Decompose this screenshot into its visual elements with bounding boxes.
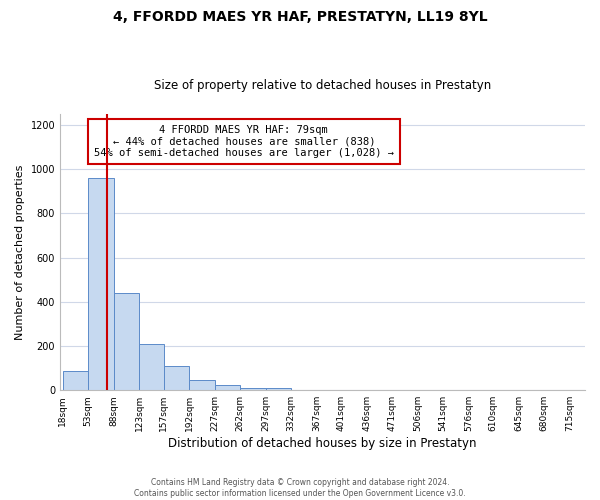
Bar	[113, 293, 139, 390]
Text: 4, FFORDD MAES YR HAF, PRESTATYN, LL19 8YL: 4, FFORDD MAES YR HAF, PRESTATYN, LL19 8…	[113, 10, 487, 24]
X-axis label: Distribution of detached houses by size in Prestatyn: Distribution of detached houses by size …	[168, 437, 477, 450]
Bar	[164, 366, 189, 390]
Bar	[189, 380, 215, 390]
Bar	[266, 388, 291, 390]
Bar	[215, 386, 240, 390]
Bar	[139, 344, 164, 390]
Title: Size of property relative to detached houses in Prestatyn: Size of property relative to detached ho…	[154, 79, 491, 92]
Text: 4 FFORDD MAES YR HAF: 79sqm
← 44% of detached houses are smaller (838)
54% of se: 4 FFORDD MAES YR HAF: 79sqm ← 44% of det…	[94, 125, 394, 158]
Y-axis label: Number of detached properties: Number of detached properties	[15, 164, 25, 340]
Bar	[62, 372, 88, 390]
Bar	[240, 388, 266, 390]
Text: Contains HM Land Registry data © Crown copyright and database right 2024.
Contai: Contains HM Land Registry data © Crown c…	[134, 478, 466, 498]
Bar	[88, 178, 113, 390]
